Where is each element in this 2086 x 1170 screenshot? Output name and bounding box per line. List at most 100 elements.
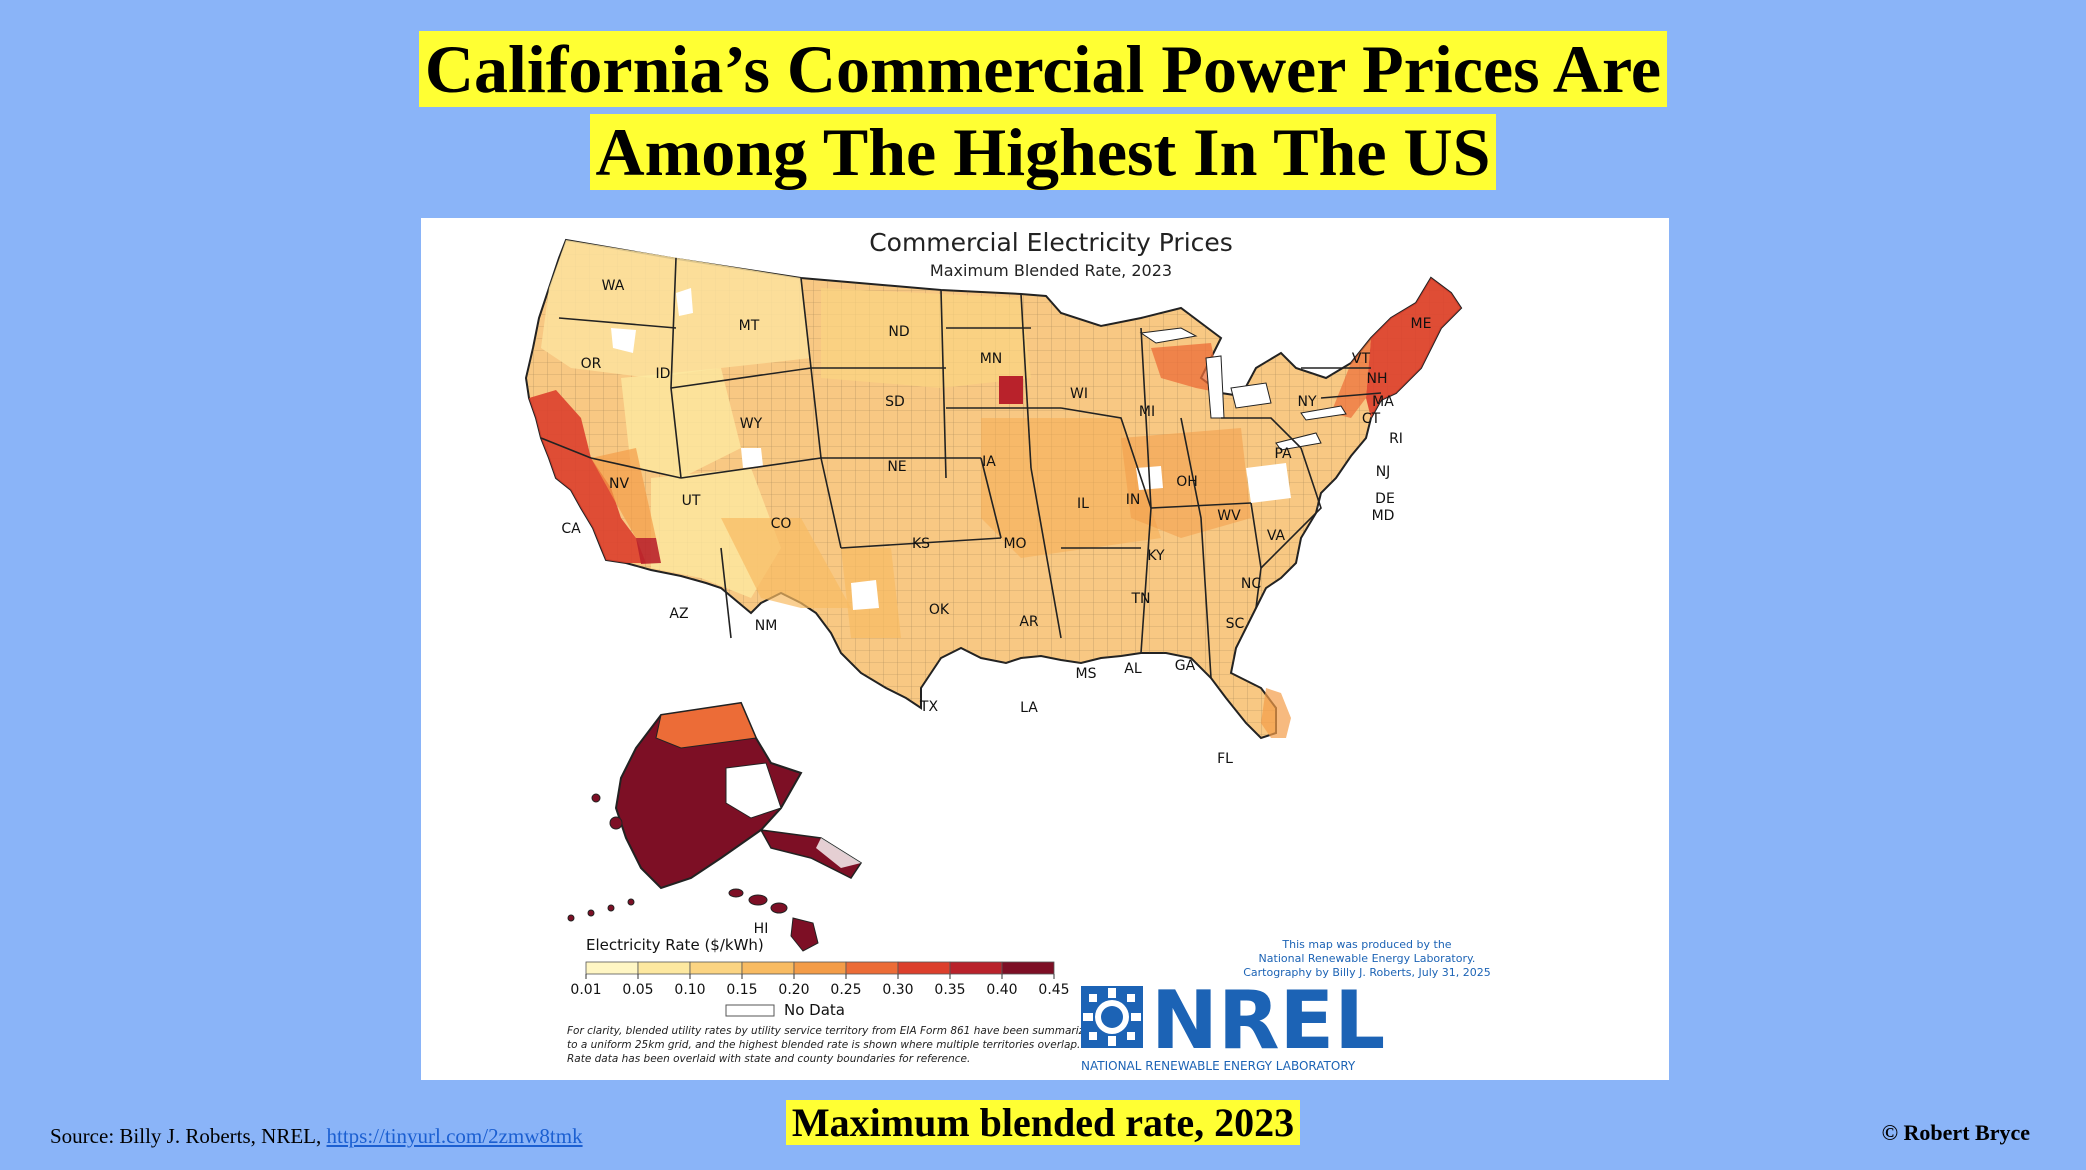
credit-line: Cartography by Billy J. Roberts, July 31… bbox=[1243, 966, 1491, 979]
legend-swatch bbox=[637, 961, 691, 975]
state-label-ar: AR bbox=[1019, 614, 1039, 630]
headline-line-2-text: Among The Highest In The US bbox=[589, 114, 1497, 190]
legend-swatch bbox=[1001, 961, 1055, 975]
headline-line-1: California’s Commercial Power Prices Are bbox=[0, 30, 2086, 108]
state-label-tn: TN bbox=[1130, 591, 1150, 607]
contiguous-us bbox=[524, 238, 1463, 740]
state-label-ms: MS bbox=[1076, 666, 1097, 682]
state-label-az: AZ bbox=[669, 606, 688, 622]
state-label-il: IL bbox=[1077, 496, 1089, 512]
alaska bbox=[567, 701, 863, 922]
map-subtitle: Maximum Blended Rate, 2023 bbox=[930, 261, 1172, 280]
state-label-ok: OK bbox=[929, 602, 950, 618]
credit-line: This map was produced by the bbox=[1281, 938, 1451, 951]
headline-line-1-text: California’s Commercial Power Prices Are bbox=[418, 31, 1668, 107]
state-label-ks: KS bbox=[912, 536, 930, 552]
map-title: Commercial Electricity Prices bbox=[869, 228, 1233, 257]
state-label-or: OR bbox=[581, 356, 602, 372]
legend-swatch bbox=[585, 961, 639, 975]
state-label-md: MD bbox=[1372, 508, 1395, 524]
state-label-id: ID bbox=[656, 366, 671, 382]
legend-tick-label: 0.35 bbox=[934, 982, 965, 998]
legend-tick-label: 0.25 bbox=[830, 982, 861, 998]
legend-swatch bbox=[897, 961, 951, 975]
state-label-co: CO bbox=[771, 516, 792, 532]
state-label-in: IN bbox=[1126, 492, 1141, 508]
state-label-wi: WI bbox=[1070, 386, 1088, 402]
nrel-logo: NREL NATIONAL RENEWABLE ENERGY LABORATOR… bbox=[1081, 974, 1385, 1073]
legend-tick-label: 0.20 bbox=[778, 982, 809, 998]
state-label-tx: TX bbox=[919, 699, 939, 715]
copyright: © Robert Bryce bbox=[1881, 1120, 2030, 1145]
map-panel: Commercial Electricity Prices Maximum Bl… bbox=[421, 218, 1669, 1080]
state-label-wy: WY bbox=[740, 416, 763, 432]
state-label-nm: NM bbox=[755, 618, 778, 634]
footnote: For clarity, blended utility rates by ut… bbox=[567, 1025, 1098, 1065]
legend-tick-label: 0.05 bbox=[622, 982, 653, 998]
source-text: Source: Billy J. Roberts, NREL, bbox=[50, 1124, 327, 1148]
nrel-logo-subtext: NATIONAL RENEWABLE ENERGY LABORATORY bbox=[1081, 1059, 1356, 1073]
legend-tick-label: 0.30 bbox=[882, 982, 913, 998]
legend-tick-label: 0.01 bbox=[570, 982, 601, 998]
legend-tick-label: 0.40 bbox=[986, 982, 1017, 998]
state-label-ct: CT bbox=[1362, 411, 1381, 427]
state-label-me: ME bbox=[1411, 316, 1432, 332]
map-credit: This map was produced by the National Re… bbox=[1243, 938, 1491, 979]
hawaii bbox=[728, 888, 819, 952]
headline-line-2: Among The Highest In The US bbox=[0, 113, 2086, 191]
state-label-ny: NY bbox=[1297, 394, 1316, 410]
no-data-swatch bbox=[725, 1004, 775, 1017]
state-label-de: DE bbox=[1375, 491, 1395, 507]
state-label-va: VA bbox=[1267, 528, 1286, 544]
state-label-al: AL bbox=[1124, 661, 1142, 677]
footnote-line: Rate data has been overlaid with state a… bbox=[567, 1053, 970, 1065]
state-labels: WA OR CA NV ID MT WY UT AZ NM CO ND SD NE KS OK TX MN IA MO… bbox=[561, 278, 1431, 937]
state-label-vt: VT bbox=[1352, 351, 1371, 367]
legend-swatch bbox=[845, 961, 899, 975]
legend-swatch bbox=[741, 961, 795, 975]
state-label-nv: NV bbox=[609, 476, 629, 492]
state-label-oh: OH bbox=[1176, 474, 1198, 490]
caption: Maximum blended rate, 2023 bbox=[0, 1098, 2086, 1148]
state-label-ri: RI bbox=[1389, 431, 1403, 447]
legend-tick-label: 0.15 bbox=[726, 982, 757, 998]
state-label-la: LA bbox=[1020, 700, 1038, 716]
state-label-mo: MO bbox=[1003, 536, 1026, 552]
state-label-ky: KY bbox=[1147, 548, 1165, 564]
state-label-ma: MA bbox=[1372, 394, 1394, 410]
credit-line: National Renewable Energy Laboratory. bbox=[1259, 952, 1476, 965]
state-label-ga: GA bbox=[1175, 658, 1196, 674]
nrel-logo-text: NREL bbox=[1151, 974, 1385, 1067]
nrel-sun-icon bbox=[1081, 986, 1143, 1048]
legend-tick-label: 0.10 bbox=[674, 982, 705, 998]
legend-swatch bbox=[689, 961, 743, 975]
legend-title: Electricity Rate ($/kWh) bbox=[586, 936, 764, 954]
electricity-price-map: Commercial Electricity Prices Maximum Bl… bbox=[524, 228, 1491, 1073]
state-label-ia: IA bbox=[982, 454, 996, 470]
source-line: Source: Billy J. Roberts, NREL, https://… bbox=[50, 1124, 583, 1149]
legend: Electricity Rate ($/kWh) 0.01 0.05 0.10 0.1… bbox=[570, 936, 1069, 1019]
legend-swatch bbox=[949, 961, 1003, 975]
state-label-pa: PA bbox=[1274, 446, 1292, 462]
footnote-line: For clarity, blended utility rates by ut… bbox=[567, 1025, 1098, 1037]
caption-text: Maximum blended rate, 2023 bbox=[785, 1100, 1301, 1145]
state-label-nc: NC bbox=[1241, 576, 1261, 592]
state-label-mn: MN bbox=[980, 351, 1003, 367]
state-label-nj: NJ bbox=[1376, 464, 1391, 480]
state-label-mt: MT bbox=[739, 318, 760, 334]
state-label-nh: NH bbox=[1367, 371, 1388, 387]
state-label-sd: SD bbox=[885, 394, 905, 410]
footnote-line: to a uniform 25km grid, and the highest … bbox=[567, 1039, 1080, 1051]
state-label-ca: CA bbox=[561, 521, 581, 537]
legend-swatch bbox=[793, 961, 847, 975]
state-label-fl: FL bbox=[1217, 751, 1233, 767]
source-link[interactable]: https://tinyurl.com/2zmw8tmk bbox=[326, 1124, 583, 1148]
legend-tick-label: 0.45 bbox=[1038, 982, 1069, 998]
no-data-label: No Data bbox=[784, 1001, 845, 1019]
state-label-sc: SC bbox=[1226, 616, 1245, 632]
state-label-wv: WV bbox=[1217, 508, 1241, 524]
state-label-ut: UT bbox=[682, 493, 701, 509]
state-label-mi: MI bbox=[1139, 404, 1155, 420]
state-label-hi: HI bbox=[754, 921, 769, 937]
state-label-ne: NE bbox=[887, 459, 906, 475]
